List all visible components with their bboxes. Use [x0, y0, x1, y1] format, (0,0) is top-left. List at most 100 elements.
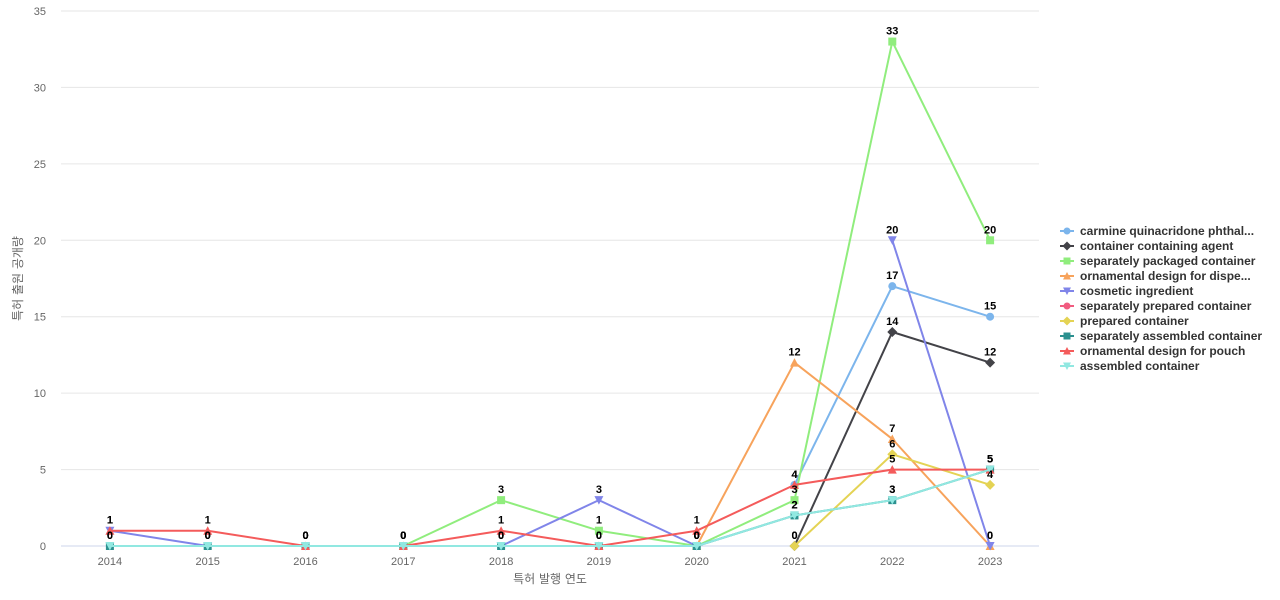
data-label: 0 [205, 530, 211, 542]
y-tick-label: 25 [34, 159, 46, 171]
data-label: 1 [694, 515, 700, 527]
data-point[interactable] [594, 526, 603, 535]
data-label: 4 [987, 469, 994, 481]
data-point[interactable] [790, 511, 799, 520]
data-label: 0 [302, 530, 308, 542]
data-point[interactable] [105, 526, 115, 535]
legend-item[interactable]: carmine quinacridone phthal... [1060, 224, 1254, 238]
data-label: 15 [984, 301, 996, 313]
data-point[interactable] [985, 479, 996, 490]
data-point[interactable] [790, 496, 799, 505]
legend-marker-icon [1063, 362, 1071, 370]
data-point[interactable] [790, 480, 799, 489]
data-point[interactable] [985, 465, 995, 475]
data-label: 2 [791, 499, 797, 511]
legend-label: cosmetic ingredient [1080, 284, 1193, 298]
series-2 [399, 37, 995, 550]
data-label: 0 [107, 530, 113, 542]
y-tick-label: 0 [40, 541, 46, 553]
data-point[interactable] [887, 434, 897, 444]
y-axis-ticks: 0 5 10 15 20 25 30 35 [34, 6, 46, 553]
legend-item[interactable]: assembled container [1060, 359, 1200, 373]
data-point[interactable] [398, 542, 408, 551]
data-point[interactable] [692, 542, 702, 551]
x-tick-label: 2018 [489, 556, 513, 568]
data-label: 7 [889, 423, 895, 435]
legend-marker-icon [1063, 287, 1071, 295]
legend-item[interactable]: cosmetic ingredient [1060, 284, 1193, 298]
data-point[interactable] [594, 496, 604, 505]
data-label: 0 [400, 530, 406, 542]
legend[interactable]: carmine quinacridone phthal...container … [1060, 224, 1262, 373]
data-point[interactable] [887, 449, 898, 460]
x-tick-label: 2015 [195, 556, 219, 568]
data-point[interactable] [203, 526, 213, 535]
data-point[interactable] [790, 358, 799, 367]
data-point[interactable] [887, 496, 897, 505]
series-8 [105, 465, 995, 550]
x-tick-label: 2022 [880, 556, 904, 568]
legend-item[interactable]: ornamental design for dispe... [1060, 269, 1251, 283]
data-point[interactable] [887, 236, 897, 245]
data-label: 0 [400, 530, 406, 542]
data-point[interactable] [203, 542, 213, 551]
data-label: 3 [791, 484, 797, 496]
data-point[interactable] [594, 542, 604, 551]
data-point[interactable] [692, 526, 702, 535]
legend-marker-icon [1063, 332, 1071, 340]
data-label: 0 [302, 530, 308, 542]
data-point[interactable] [888, 282, 897, 291]
legend-item[interactable]: prepared container [1060, 314, 1189, 328]
data-point[interactable] [986, 312, 995, 321]
data-point[interactable] [887, 327, 898, 337]
legend-label: separately packaged container [1080, 254, 1256, 268]
data-label: 0 [400, 530, 406, 542]
data-label: 0 [205, 530, 211, 542]
legend-item[interactable]: container containing agent [1060, 239, 1233, 253]
x-tick-label: 2019 [587, 556, 611, 568]
data-point[interactable] [105, 542, 115, 551]
data-point[interactable] [887, 465, 897, 474]
legend-label: separately assembled container [1080, 329, 1262, 343]
data-label: 5 [889, 454, 895, 466]
legend-item[interactable]: separately prepared container [1060, 299, 1252, 313]
data-label: 3 [498, 484, 504, 496]
data-label: 17 [886, 270, 898, 282]
legend-label: ornamental design for pouch [1080, 344, 1245, 358]
data-point[interactable] [985, 542, 995, 551]
x-axis-ticks: 2014 2015 2016 2017 2018 2019 2020 2021 2022 2023 [98, 556, 1003, 568]
data-point[interactable] [986, 236, 995, 245]
data-point[interactable] [496, 526, 506, 535]
data-label: 0 [694, 530, 700, 542]
data-label: 2 [791, 499, 797, 511]
data-label: 4 [791, 469, 798, 481]
series-line [108, 468, 992, 547]
data-label: 0 [694, 530, 700, 542]
data-label: 0 [694, 530, 700, 542]
legend-item[interactable]: ornamental design for pouch [1060, 344, 1245, 358]
legend-label: assembled container [1080, 359, 1200, 373]
data-label: 1 [596, 515, 602, 527]
data-label: 0 [498, 530, 504, 542]
data-point[interactable] [789, 541, 800, 551]
data-label: 0 [205, 530, 211, 542]
x-tick-label: 2020 [684, 556, 708, 568]
data-label: 0 [498, 530, 504, 542]
data-label: 0 [400, 530, 406, 542]
data-point[interactable] [301, 542, 310, 551]
series-lines [105, 37, 996, 551]
legend-marker-icon [1063, 272, 1071, 280]
legend-item[interactable]: separately assembled container [1060, 329, 1262, 343]
data-point[interactable] [496, 542, 506, 551]
data-label: 3 [889, 484, 895, 496]
data-label: 0 [694, 530, 700, 542]
data-point[interactable] [888, 37, 897, 46]
legend-item[interactable]: separately packaged container [1060, 254, 1256, 268]
data-label: 14 [886, 316, 899, 328]
data-label: 1 [498, 515, 504, 527]
x-tick-label: 2023 [978, 556, 1002, 568]
data-point[interactable] [985, 357, 996, 368]
data-label: 3 [889, 484, 895, 496]
data-point[interactable] [497, 496, 506, 505]
